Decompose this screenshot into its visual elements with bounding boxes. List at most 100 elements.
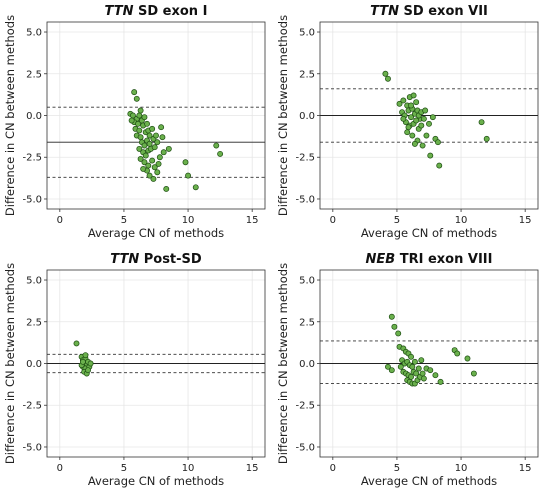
data-point (454, 350, 461, 357)
panel-3: 0 5 10 15 5.0 2.5 0.0 -2.5 -5.0 TTN Post-SD Averag… (3, 252, 266, 488)
data-point (185, 172, 192, 179)
data-point (419, 142, 426, 149)
panel-2: 0 5 10 15 5.0 2.5 0.0 -2.5 -5.0 TTN SD exon VII Av… (276, 4, 539, 240)
data-point (483, 135, 490, 142)
x-axis-label: Average CN of methods (361, 226, 497, 240)
y-tick-label: 0.0 (26, 359, 42, 370)
x-tick-label: 15 (519, 463, 532, 474)
data-point (427, 367, 434, 374)
data-point (145, 162, 152, 169)
data-point (150, 175, 157, 182)
data-point (388, 367, 395, 374)
data-point (464, 355, 471, 362)
data-point (400, 97, 407, 104)
x-tick-label: 0 (330, 463, 336, 474)
data-point (418, 357, 425, 364)
data-point (409, 363, 416, 370)
data-point (397, 363, 404, 370)
data-point (422, 107, 429, 114)
panel-1: 0 5 10 15 5.0 2.5 0.0 -2.5 -5.0 TTN SD exon I Aver… (3, 4, 266, 240)
data-point (217, 150, 224, 157)
y-tick-label: 5.0 (26, 28, 42, 39)
data-point (470, 370, 477, 377)
data-point (140, 165, 147, 172)
y-tick-label: 2.5 (299, 69, 315, 80)
data-point (423, 132, 430, 139)
data-point (128, 117, 135, 124)
region-name: SD exon I (133, 4, 207, 19)
data-point (155, 160, 162, 167)
data-point (136, 112, 143, 119)
x-axis-label: Average CN of methods (88, 226, 224, 240)
y-tick-label: -5.0 (22, 442, 42, 453)
y-axis-label: Difference in CN between methods (276, 263, 290, 464)
x-axis-label: Average CN of methods (361, 474, 497, 488)
x-tick-label: 10 (455, 215, 468, 226)
x-tick-label: 10 (455, 463, 468, 474)
data-point (87, 360, 94, 367)
data-point (149, 157, 156, 164)
data-point (141, 142, 148, 149)
data-point (409, 132, 416, 139)
data-point (82, 352, 89, 359)
data-point (146, 132, 153, 139)
x-tick-label: 5 (121, 215, 127, 226)
data-point (156, 154, 163, 161)
data-point (137, 155, 144, 162)
panel-title: TTN SD exon VII (370, 4, 488, 19)
data-point (136, 127, 143, 134)
data-point (413, 117, 420, 124)
panel-title: TTN Post-SD (110, 252, 202, 267)
data-point (137, 107, 144, 114)
data-point (382, 70, 389, 77)
data-point (85, 367, 91, 374)
x-tick-label: 5 (121, 463, 127, 474)
y-tick-label: -5.0 (295, 194, 315, 205)
y-tick-label: 2.5 (299, 317, 315, 328)
y-tick-label: -2.5 (295, 401, 315, 412)
y-tick-label: 5.0 (299, 276, 315, 287)
data-point (153, 132, 159, 139)
x-tick-label: 5 (394, 215, 400, 226)
data-point (192, 184, 199, 191)
data-point (151, 164, 158, 171)
data-point (385, 75, 391, 82)
data-point (411, 358, 418, 365)
x-tick-label: 15 (519, 215, 532, 226)
data-point (395, 330, 402, 337)
x-tick-label: 10 (182, 463, 195, 474)
x-axis-label: Average CN of methods (88, 474, 224, 488)
y-axis-label: Difference in CN between methods (3, 263, 17, 464)
x-tick-label: 0 (57, 215, 63, 226)
data-point (133, 95, 140, 102)
data-point (142, 152, 149, 159)
y-tick-label: 5.0 (299, 28, 315, 39)
data-point (436, 162, 443, 169)
x-tick-label: 10 (182, 215, 195, 226)
x-tick-label: 15 (246, 215, 259, 226)
data-point (405, 124, 412, 131)
y-tick-label: 5.0 (26, 276, 42, 287)
data-point (135, 120, 141, 127)
gene-name: TTN (110, 252, 139, 267)
panel-4: 0 5 10 15 5.0 2.5 0.0 -2.5 -5.0 NEB TRI exon VIII… (276, 252, 539, 488)
y-tick-label: -2.5 (22, 401, 42, 412)
data-point (158, 124, 165, 131)
y-tick-label: 0.0 (299, 111, 315, 122)
data-point (144, 120, 150, 127)
data-point (435, 139, 441, 146)
y-axis-label: Difference in CN between methods (276, 15, 290, 216)
gene-name: NEB (366, 252, 396, 267)
data-point (429, 114, 436, 121)
data-point (420, 375, 427, 382)
data-point (141, 114, 148, 121)
x-tick-label: 15 (246, 463, 259, 474)
data-point (420, 115, 427, 122)
data-point (415, 365, 422, 372)
data-point (79, 358, 86, 365)
y-axis-label: Difference in CN between methods (3, 15, 17, 216)
data-point (408, 102, 414, 109)
data-point (413, 99, 420, 106)
y-tick-label: 2.5 (26, 69, 42, 80)
